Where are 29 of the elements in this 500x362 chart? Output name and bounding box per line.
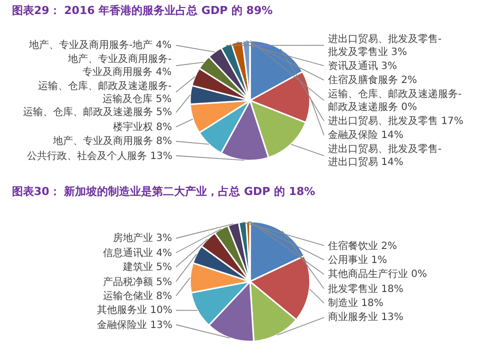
- slice-label: 地产、专业及商用服务 8%: [52, 135, 172, 147]
- slice-label: 楼宇业权 8%: [113, 121, 172, 133]
- slice-label: 其他服务业 10%: [97, 304, 172, 316]
- slice-label: 进出口贸易、批发及零售-进出口贸易 14%: [328, 143, 442, 168]
- slice-label: 房地产业 3%: [113, 232, 172, 244]
- slice-label: 批发零售业 18%: [328, 283, 404, 295]
- slice-label: 地产、专业及商用服务-专业及商用服务 4%: [67, 53, 172, 78]
- slice-label: 住宿及膳食服务 2%: [328, 74, 418, 86]
- slice-label: 公用事业 1%: [328, 254, 388, 266]
- slice-label: 地产、专业及商用服务-地产 4%: [28, 39, 172, 51]
- slice-label: 运输、仓库、邮政及速递服务 5%: [23, 106, 172, 118]
- category-label: 运输、仓库、邮政及速递服务-邮政及速递服务 0%: [328, 89, 462, 113]
- category-label: 其他商品生产行业 0%: [328, 269, 428, 280]
- slice-label: 运输仓储业 8%: [103, 290, 172, 302]
- slice-label: 建筑业 5%: [122, 261, 172, 273]
- slice-label: 公共行政、社会及个人服务 13%: [27, 150, 172, 162]
- slice-label: 进出口贸易、批发及零售-批发及零售业 3%: [328, 33, 442, 58]
- slice-label: 商业服务业 13%: [328, 311, 404, 323]
- slice-label: 金融保险业 13%: [97, 319, 172, 331]
- slice-label: 制造业 18%: [328, 297, 384, 309]
- slice-label: 住宿餐饮业 2%: [328, 240, 398, 252]
- slice-label: 金融及保险 14%: [328, 129, 404, 141]
- slice-label: 进出口贸易、批发及零售 17%: [328, 115, 464, 127]
- slice-label: 运输、仓库、邮政及速递服务-运输及仓库 5%: [38, 80, 172, 105]
- chart-title: 图表29： 2016 年香港的服务业占总 GDP 的 89%: [12, 4, 273, 17]
- slice-label: 资讯及通讯 3%: [328, 60, 398, 72]
- chart-title: 图表30： 新加坡的制造业是第二大产业，占总 GDP 的 18%: [12, 185, 316, 198]
- slice-label: 产品税净额 5%: [103, 276, 172, 288]
- slice-label: 信息通讯业 4%: [103, 247, 172, 259]
